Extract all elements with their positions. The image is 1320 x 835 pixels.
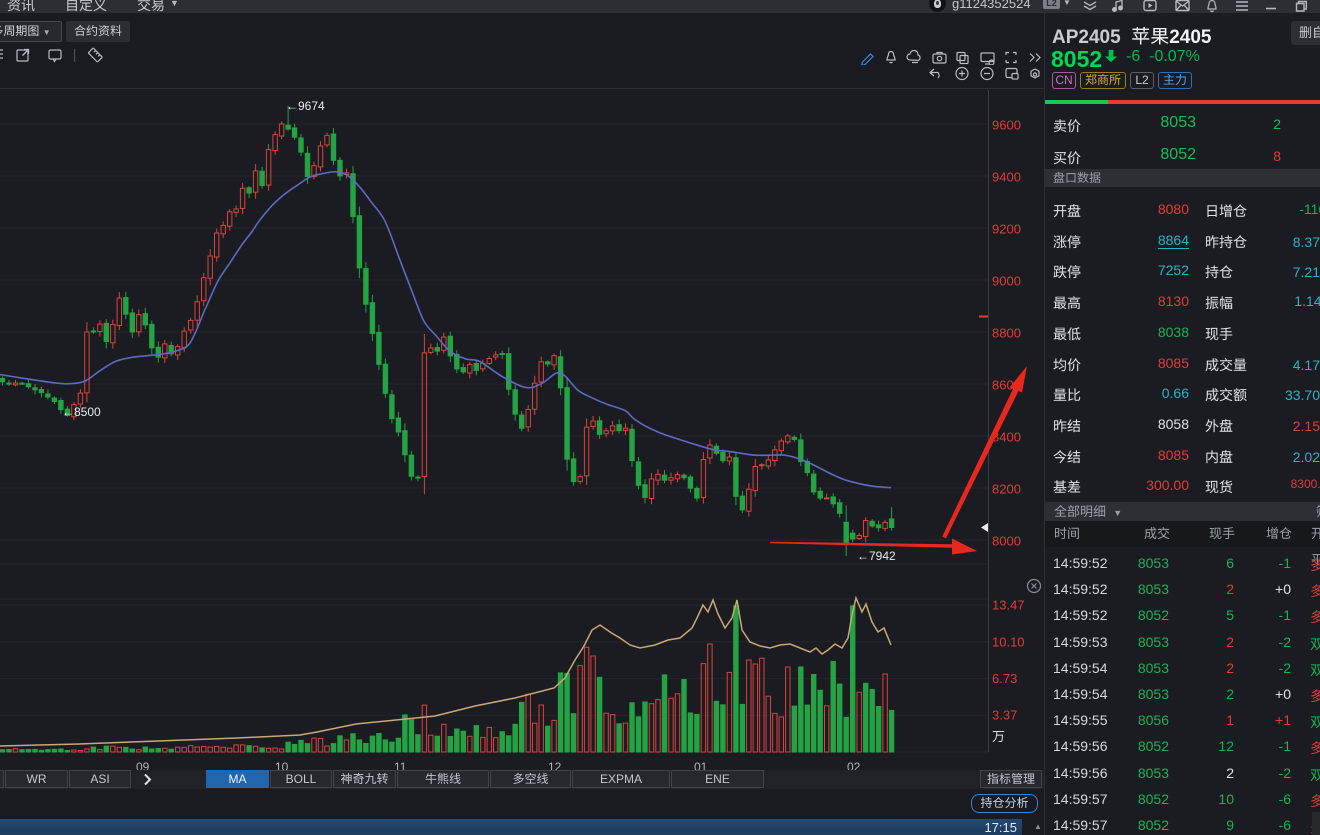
svg-text:3.37: 3.37 bbox=[992, 708, 1017, 723]
svg-text:10.10: 10.10 bbox=[992, 634, 1025, 649]
svg-text:8000: 8000 bbox=[992, 534, 1021, 549]
svg-text:9200: 9200 bbox=[992, 222, 1021, 237]
svg-text:6.73: 6.73 bbox=[992, 671, 1017, 686]
svg-text:9400: 9400 bbox=[992, 170, 1021, 185]
svg-text:8800: 8800 bbox=[992, 326, 1021, 341]
svg-text:8200: 8200 bbox=[992, 482, 1021, 497]
svg-text:9000: 9000 bbox=[992, 274, 1021, 289]
svg-text:万: 万 bbox=[992, 729, 1005, 744]
svg-text:8400: 8400 bbox=[992, 430, 1021, 445]
svg-text:13.47: 13.47 bbox=[992, 598, 1025, 613]
svg-text:←7942: ←7942 bbox=[857, 549, 896, 563]
svg-text:←8500: ←8500 bbox=[62, 405, 101, 419]
svg-text:9600: 9600 bbox=[992, 118, 1021, 133]
svg-text:←9674: ←9674 bbox=[286, 99, 325, 113]
